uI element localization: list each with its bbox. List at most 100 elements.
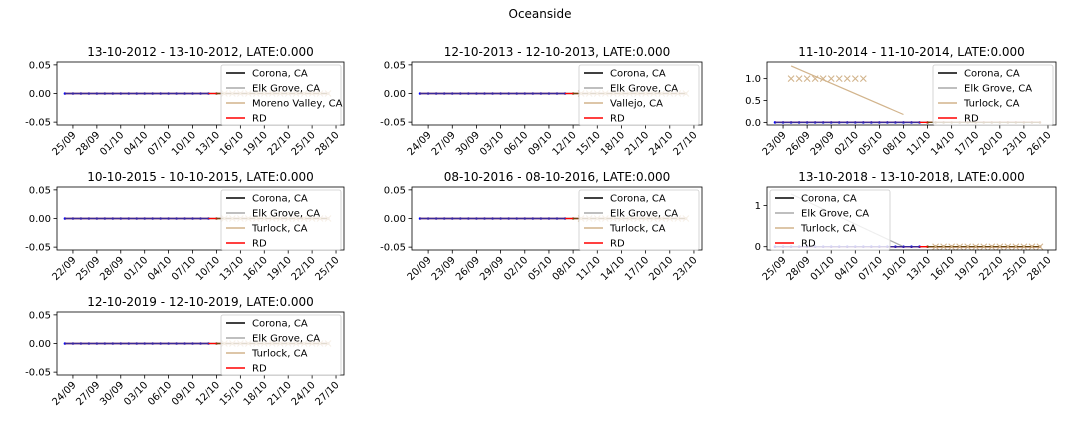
x-tick-label: 25/09 bbox=[74, 255, 102, 283]
legend-label: Turlock, CA bbox=[251, 349, 308, 360]
x-tick-label: 13/10 bbox=[218, 255, 246, 283]
x-tick-label: 16/10 bbox=[218, 130, 246, 158]
y-tick-label: -0.05 bbox=[380, 243, 406, 254]
legend-label: Corona, CA bbox=[252, 319, 308, 330]
x-tick-label: 30/09 bbox=[454, 130, 482, 158]
axes-frame bbox=[766, 61, 1057, 126]
legend: Corona, CA Elk Grove, CA Moreno Valley, CA… bbox=[220, 64, 343, 126]
x-tick-label: 18/10 bbox=[599, 130, 627, 158]
x-tick-label: 13/10 bbox=[194, 130, 222, 158]
legend-label: Moreno Valley, CA bbox=[252, 99, 343, 110]
x-marker bbox=[1004, 243, 1012, 250]
legend-label: Vallejo, CA bbox=[610, 99, 663, 110]
x-tick-label: 27/09 bbox=[430, 130, 458, 158]
y-tick-label: -0.05 bbox=[25, 118, 51, 129]
x-tick-label: 26/10 bbox=[1025, 130, 1053, 158]
x-tick-label: 19/10 bbox=[953, 255, 981, 283]
y-tick-label: 0.5 bbox=[745, 96, 761, 107]
x-tick-label: 23/10 bbox=[671, 255, 699, 283]
subplot-title: 08-10-2016 - 08-10-2016, LATE:0.000 bbox=[444, 170, 671, 184]
x-marker bbox=[795, 75, 803, 83]
legend-label: RD bbox=[964, 114, 979, 125]
x-tick-label: 21/10 bbox=[266, 380, 294, 408]
x-tick-label: 24/10 bbox=[290, 380, 318, 408]
x-tick-label: 01/10 bbox=[809, 255, 837, 283]
x-marker bbox=[996, 243, 1004, 250]
x-marker bbox=[835, 75, 843, 83]
x-marker bbox=[827, 75, 835, 83]
x-tick-label: 28/10 bbox=[314, 130, 342, 158]
x-tick-label: 14/10 bbox=[599, 255, 627, 283]
x-tick-label: 02/10 bbox=[833, 130, 861, 158]
x-marker bbox=[972, 243, 980, 250]
x-tick-label: 11/10 bbox=[575, 255, 603, 283]
x-tick-label: 19/10 bbox=[266, 255, 294, 283]
x-tick-label: 05/10 bbox=[857, 130, 885, 158]
legend-label: RD bbox=[252, 114, 267, 125]
legend-label: RD bbox=[252, 239, 267, 250]
x-tick-label: 10/10 bbox=[194, 255, 222, 283]
series-line-3 bbox=[790, 65, 904, 116]
x-marker bbox=[956, 243, 964, 250]
x-tick-label: 04/10 bbox=[122, 130, 150, 158]
x-tick-label: 20/09 bbox=[406, 255, 434, 283]
y-tick-label: 0.00 bbox=[29, 339, 51, 350]
legend-label: Elk Grove, CA bbox=[252, 209, 320, 220]
legend: Corona, CA Elk Grove, CA Turlock, CA RD bbox=[932, 64, 1054, 126]
legend-label: Corona, CA bbox=[610, 194, 666, 205]
x-tick-label: 18/10 bbox=[242, 380, 270, 408]
x-tick-label: 01/10 bbox=[122, 255, 150, 283]
figure-title: Oceanside bbox=[508, 7, 572, 21]
legend-label: RD bbox=[252, 364, 267, 375]
x-tick-label: 24/09 bbox=[50, 380, 78, 408]
x-tick-label: 04/10 bbox=[146, 255, 174, 283]
x-tick-label: 24/09 bbox=[406, 130, 434, 158]
x-tick-label: 10/10 bbox=[170, 130, 198, 158]
subplot-title: 10-10-2015 - 10-10-2015, LATE:0.000 bbox=[87, 170, 314, 184]
x-tick-label: 25/09 bbox=[50, 130, 78, 158]
y-tick-label: 0.05 bbox=[29, 310, 51, 321]
x-tick-label: 12/10 bbox=[551, 130, 579, 158]
legend-box bbox=[220, 64, 342, 126]
x-tick-label: 13/10 bbox=[905, 255, 933, 283]
x-tick-label: 27/10 bbox=[671, 130, 699, 158]
legend-label: Corona, CA bbox=[964, 69, 1020, 80]
x-tick-label: 03/10 bbox=[478, 130, 506, 158]
subplot-title: 12-10-2013 - 12-10-2013, LATE:0.000 bbox=[444, 45, 671, 59]
subplot-title: 11-10-2014 - 11-10-2014, LATE:0.000 bbox=[798, 45, 1025, 59]
x-tick-label: 02/10 bbox=[502, 255, 530, 283]
x-tick-label: 07/10 bbox=[857, 255, 885, 283]
legend-label: RD bbox=[610, 114, 625, 125]
x-tick-label: 09/10 bbox=[526, 130, 554, 158]
legend-label: Elk Grove, CA bbox=[610, 209, 678, 220]
x-marker bbox=[1012, 243, 1020, 250]
x-marker bbox=[1036, 243, 1044, 250]
x-tick-label: 15/10 bbox=[575, 130, 603, 158]
x-tick-label: 09/10 bbox=[170, 380, 198, 408]
x-marker bbox=[859, 75, 867, 83]
x-tick-label: 28/09 bbox=[785, 255, 813, 283]
y-tick-label: 0.05 bbox=[29, 185, 51, 196]
x-tick-label: 20/10 bbox=[647, 255, 675, 283]
x-marker bbox=[932, 243, 939, 250]
legend-label: Turlock, CA bbox=[800, 224, 857, 235]
legend-label: Corona, CA bbox=[252, 194, 308, 205]
x-tick-label: 16/10 bbox=[929, 255, 957, 283]
x-tick-label: 28/10 bbox=[1025, 255, 1053, 283]
x-tick-label: 25/10 bbox=[314, 255, 342, 283]
subplot-1: 13-10-2012 - 13-10-2012, LATE:0.000 0.05 0… bbox=[25, 45, 345, 158]
x-marker bbox=[940, 243, 947, 250]
y-tick-label: -0.05 bbox=[25, 368, 51, 379]
x-tick-label: 29/09 bbox=[478, 255, 506, 283]
legend-box bbox=[578, 64, 700, 126]
y-tick-label: 0.00 bbox=[384, 214, 406, 225]
legend-label: Elk Grove, CA bbox=[252, 334, 320, 345]
x-marker bbox=[988, 243, 996, 250]
legend-box bbox=[578, 189, 700, 251]
y-tick-label: 0.00 bbox=[384, 89, 406, 100]
legend-label: Elk Grove, CA bbox=[801, 209, 869, 220]
x-tick-label: 06/10 bbox=[146, 380, 174, 408]
legend-label: RD bbox=[801, 239, 816, 250]
x-tick-label: 07/10 bbox=[170, 255, 198, 283]
x-tick-label: 23/09 bbox=[430, 255, 458, 283]
